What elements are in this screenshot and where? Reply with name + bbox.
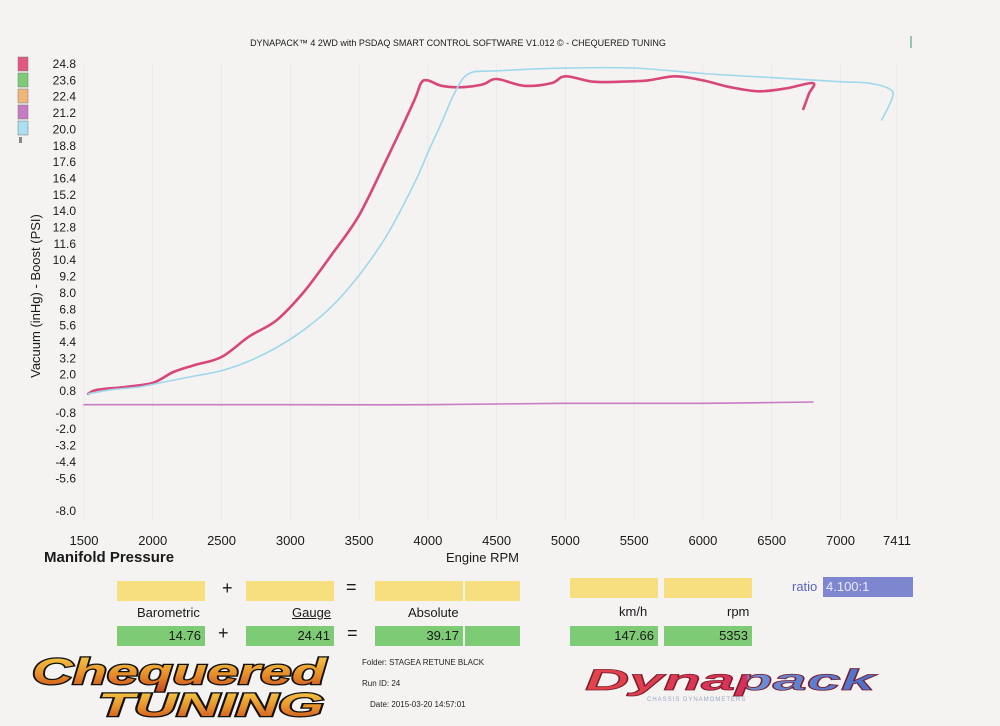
kmh-label: km/h <box>619 604 648 619</box>
y-tick-label: 2.0 <box>59 368 76 382</box>
svg-text:CHASSIS DYNAMOMETERS: CHASSIS DYNAMOMETERS <box>647 697 746 703</box>
x-tick-label: 7411 <box>883 533 911 548</box>
ratio-value: 4.100:1 <box>823 577 913 597</box>
chequered-tuning-logo: Chequered TUNING <box>31 652 329 720</box>
x-tick-label: 6500 <box>757 533 786 548</box>
svg-text:TUNING: TUNING <box>98 687 324 720</box>
series-line-2 <box>87 66 894 395</box>
gauge-label: Gauge <box>292 605 332 620</box>
equals-sign-1: = <box>346 577 357 597</box>
y-tick-label: 16.4 <box>53 171 77 185</box>
svg-text:Chequered: Chequered <box>32 652 328 692</box>
chart-header-title: DYNAPACK™ 4 2WD with PSDAQ SMART CONTROL… <box>250 38 666 48</box>
x-tick-label: 4500 <box>482 533 511 548</box>
y-tick-label: 17.6 <box>53 155 77 169</box>
folder-text: Folder: STAGEA RETUNE BLACK <box>362 658 485 667</box>
absolute-yellow-box <box>375 581 463 601</box>
y-axis-label: Vacuum (inHg) - Boost (PSI) <box>28 214 43 378</box>
x-tick-label: 6000 <box>688 533 717 548</box>
x-tick-label: 4000 <box>413 533 442 548</box>
dynapack-logo: Dynapack CHASSIS DYNAMOMETERS <box>585 664 878 703</box>
legend-swatch-3 <box>17 88 29 104</box>
absolute-value: 39.17 <box>375 626 463 646</box>
legend-swatch-1 <box>17 56 29 72</box>
y-tick-label: -3.2 <box>55 439 76 453</box>
y-tick-label: 10.4 <box>53 253 77 267</box>
plus-sign-1: + <box>222 578 233 598</box>
y-tick-label: 6.8 <box>59 302 76 316</box>
y-tick-label: -5.6 <box>55 471 76 485</box>
plus-sign-2: + <box>218 623 229 643</box>
y-tick-label: 14.0 <box>53 204 77 218</box>
ratio-label: ratio <box>792 579 818 594</box>
rpm-label: rpm <box>727 604 750 619</box>
y-tick-label: 21.2 <box>53 106 77 120</box>
y-tick-label: -2.0 <box>55 422 76 436</box>
x-tick-label: 3000 <box>276 533 305 548</box>
kmh-yellow-box <box>570 578 658 598</box>
x-tick-label: 7000 <box>826 533 855 548</box>
barometric-value: 14.76 <box>117 626 205 646</box>
barometric-yellow-box <box>117 581 205 601</box>
rpm-yellow-box <box>664 578 752 598</box>
legend-swatch-4 <box>17 104 29 120</box>
gauge-value: 24.41 <box>246 626 334 646</box>
x-tick-label: 3500 <box>345 533 374 548</box>
legend-swatch-marker <box>19 137 22 143</box>
date-text: Date: 2015-03-20 14:57:01 <box>370 700 466 709</box>
y-tick-label: 20.0 <box>53 122 77 136</box>
absolute-label: Absolute <box>408 605 459 620</box>
rpm-value: 5353 <box>664 626 752 646</box>
y-tick-label: 4.4 <box>59 335 76 349</box>
grid <box>83 64 898 521</box>
series-group <box>83 66 894 406</box>
y-tick-label: -4.4 <box>55 455 76 469</box>
y-tick-label: 11.6 <box>54 237 77 251</box>
x-tick-label: 1500 <box>70 533 99 548</box>
gauge-yellow-box <box>246 581 334 601</box>
y-tick-label: 5.6 <box>59 319 76 333</box>
kmh-value: 147.66 <box>570 626 658 646</box>
x-tick-label: 2000 <box>138 533 167 548</box>
y-tick-label: 8.0 <box>59 286 76 300</box>
legend-swatch-5 <box>17 120 29 136</box>
y-tick-label: 24.8 <box>53 57 77 71</box>
y-tick-label: 22.4 <box>53 90 77 104</box>
svg-text:Dynapack: Dynapack <box>585 664 878 697</box>
y-tick-label: 15.2 <box>53 188 77 202</box>
equals-sign-2: = <box>347 623 358 643</box>
barometric-label: Barometric <box>137 605 200 620</box>
y-tick-label: 18.8 <box>53 139 77 153</box>
x-tick-label: 2500 <box>207 533 236 548</box>
y-tick-label: 3.2 <box>59 351 76 365</box>
plot-title: Manifold Pressure <box>44 549 175 566</box>
legend-swatch-2 <box>17 72 29 88</box>
y-tick-label: 0.8 <box>59 384 76 398</box>
x-axis-label: Engine RPM <box>446 550 519 565</box>
series-line-3 <box>83 401 814 406</box>
y-tick-label: 23.6 <box>53 73 77 87</box>
y-tick-label: -0.8 <box>55 406 76 420</box>
y-axis-ticks: 24.8 23.6 22.4 21.2 20.0 18.8 17.6 16.4 15.2 14.0… <box>53 57 77 518</box>
y-tick-label: 12.8 <box>53 221 77 235</box>
y-tick-label: 9.2 <box>59 270 76 284</box>
x-tick-label: 5500 <box>620 533 649 548</box>
x-tick-label: 5000 <box>551 533 580 548</box>
legend <box>17 56 29 143</box>
run-id-text: Run ID: 24 <box>362 679 401 688</box>
extra-green-box <box>465 626 520 646</box>
series-line-1 <box>86 75 816 396</box>
y-tick-label: -8.0 <box>55 504 76 518</box>
x-axis-ticks: 1500 2000 2500 3000 3500 4000 4500 5000 5500 6000… <box>70 533 911 548</box>
extra-yellow-box <box>465 581 520 601</box>
